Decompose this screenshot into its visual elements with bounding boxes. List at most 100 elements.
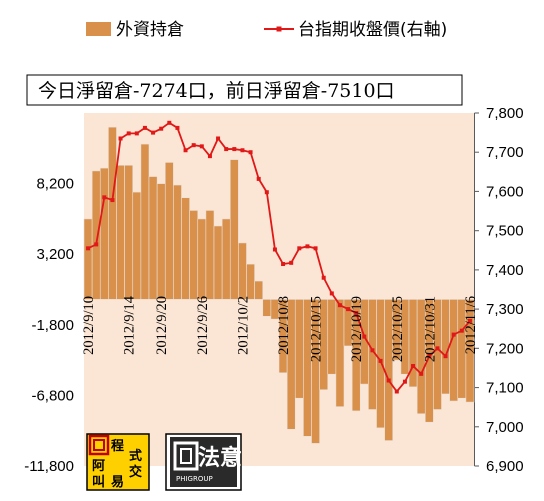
x-axis-date-label: 2012/10/15 xyxy=(309,296,325,362)
small-logo-mark-inner-icon xyxy=(93,439,105,451)
bar xyxy=(221,218,231,300)
price-point xyxy=(207,154,212,159)
price-point xyxy=(313,246,318,251)
right-axis-tick-label: 7,300 xyxy=(486,301,524,318)
price-point xyxy=(394,389,399,394)
price-point xyxy=(118,136,123,141)
bar xyxy=(408,299,418,388)
small-logo-char-2: 叫 xyxy=(92,474,105,490)
price-point xyxy=(362,334,367,339)
legend: 外資持倉 台指期收盤價(右軸) xyxy=(86,20,447,40)
small-logo: 阿 叫 程 式 交 易 xyxy=(86,433,150,491)
left-axis-tick-label: 3,200 xyxy=(36,246,74,263)
right-axis-tick-label: 7,100 xyxy=(486,380,524,397)
price-point xyxy=(411,363,416,368)
x-axis-date-label: 2012/11/6 xyxy=(463,296,479,354)
price-point xyxy=(459,328,464,333)
price-point xyxy=(134,131,139,136)
x-axis-date-label: 2012/9/20 xyxy=(154,296,170,355)
price-point xyxy=(297,246,302,251)
price-point xyxy=(126,131,131,136)
bar xyxy=(189,210,199,300)
small-logo-char-1: 阿 xyxy=(92,459,105,474)
x-axis-date-label: 2012/10/8 xyxy=(276,296,292,355)
annotation-box: 今日淨留倉-7274口，前日淨留倉-7510口 xyxy=(26,74,463,106)
legend-line-marker xyxy=(276,26,282,32)
x-axis-date-label: 2012/10/25 xyxy=(390,296,406,362)
bar xyxy=(83,218,93,300)
brand-logo: 法意 PHIGROUP xyxy=(165,433,242,491)
bar xyxy=(132,191,142,300)
price-point xyxy=(102,195,107,200)
price-point xyxy=(264,190,269,195)
price-point xyxy=(167,120,172,125)
bar xyxy=(229,159,239,300)
small-logo-char-4: 式 xyxy=(129,448,142,464)
price-point xyxy=(305,244,310,249)
right-axis-tick-label: 7,400 xyxy=(486,262,524,279)
price-point xyxy=(183,148,188,153)
bar xyxy=(99,167,109,300)
bar xyxy=(262,299,272,317)
left-axis-tick-label: -6,800 xyxy=(31,387,74,404)
price-point xyxy=(289,260,294,265)
bar xyxy=(108,126,117,300)
price-point xyxy=(199,144,204,149)
left-axis-tick-label: 8,200 xyxy=(36,176,74,193)
bar xyxy=(213,225,223,300)
bar xyxy=(116,164,125,300)
price-point xyxy=(248,150,253,155)
price-point xyxy=(86,246,91,251)
price-point xyxy=(337,303,342,308)
bar xyxy=(449,299,459,402)
left-axis-ticks: 8,200 3,200 -1,800 -6,800 -11,800 xyxy=(24,176,74,475)
bar xyxy=(197,218,207,300)
price-point xyxy=(329,291,334,296)
x-axis-date-label: 2012/10/2 xyxy=(235,296,251,355)
bar xyxy=(156,183,166,300)
price-point xyxy=(110,198,115,203)
price-point xyxy=(419,371,424,376)
price-point xyxy=(467,318,472,323)
annotation-frame xyxy=(26,74,463,106)
price-point xyxy=(321,275,326,280)
x-axis-date-label: 2012/10/31 xyxy=(422,296,438,362)
price-line-series xyxy=(86,120,472,394)
price-point xyxy=(256,176,261,181)
x-axis-date-label: 2012/9/14 xyxy=(122,295,138,355)
right-axis-tick-label: 7,800 xyxy=(486,105,524,122)
left-axis-tick-label: -11,800 xyxy=(24,458,74,475)
price-point xyxy=(354,311,359,316)
right-axis-tick-label: 7,700 xyxy=(486,144,524,161)
price-point xyxy=(216,136,221,141)
price-point xyxy=(378,358,383,363)
bar xyxy=(124,164,134,300)
bar xyxy=(254,280,264,300)
price-point xyxy=(240,148,245,153)
price-point xyxy=(142,125,147,130)
price-point xyxy=(370,348,375,353)
price-point xyxy=(191,143,196,148)
price-point xyxy=(232,147,237,152)
brand-mark-inner-icon xyxy=(180,448,192,464)
brand-mark-icon xyxy=(173,441,199,471)
bar xyxy=(376,299,385,429)
right-axis-tick-label: 7,500 xyxy=(486,223,524,240)
price-point xyxy=(346,307,351,312)
bar xyxy=(294,299,304,399)
price-point xyxy=(159,126,164,131)
bar xyxy=(140,143,150,300)
bar xyxy=(246,263,255,300)
x-axis-date-label: 2012/9/26 xyxy=(195,296,211,355)
price-point xyxy=(151,130,156,135)
small-logo-bg xyxy=(86,433,150,491)
price-point xyxy=(435,346,440,351)
bar xyxy=(173,184,182,300)
price-point xyxy=(175,125,180,130)
price-point xyxy=(402,379,407,384)
right-axis-tick-label: 7,000 xyxy=(486,419,524,436)
price-point xyxy=(451,332,456,337)
right-axis-tick-label: 6,900 xyxy=(486,458,524,475)
price-point xyxy=(94,242,99,247)
